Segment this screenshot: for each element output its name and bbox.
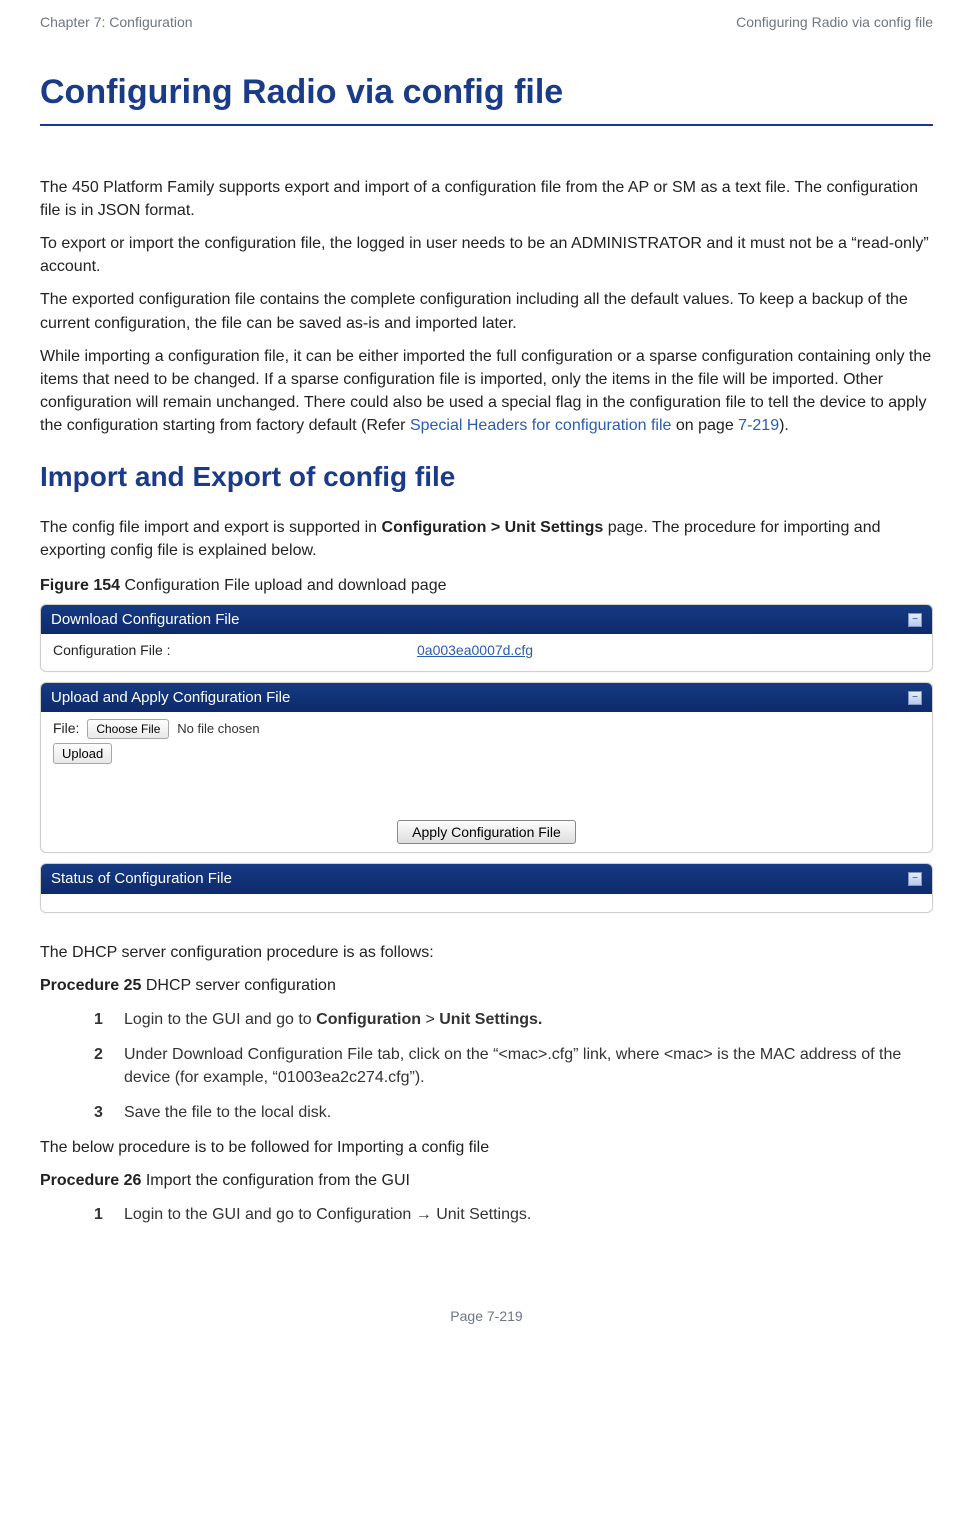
collapse-icon[interactable]: − [908,613,922,627]
figure-label-bold: Figure 154 [40,577,120,594]
step-text: Login to the GUI and go to Configuration… [124,1008,933,1031]
procedure25-steps: 1 Login to the GUI and go to Configurati… [94,1008,933,1125]
collapse-icon[interactable]: − [908,691,922,705]
step-text: Save the file to the local disk. [124,1101,933,1124]
status-config-panel: Status of Configuration File − [40,863,933,913]
upload-button[interactable]: Upload [53,743,112,764]
status-config-body [41,894,932,912]
section-import-export-title: Import and Export of config file [40,457,933,498]
status-config-title: Status of Configuration File [51,868,232,890]
step-text: Under Download Configuration File tab, c… [124,1043,933,1089]
procedure25-step2: 2 Under Download Configuration File tab,… [94,1043,933,1089]
file-label: File: [53,718,79,738]
procedure25-label: Procedure 25 DHCP server configuration [40,974,933,997]
header-left: Chapter 7: Configuration [40,12,193,32]
step-number: 2 [94,1043,124,1089]
page-ref-link[interactable]: 7-219 [738,417,779,434]
step1-b1: Configuration [316,1011,421,1028]
intro-p1: The 450 Platform Family supports export … [40,176,933,222]
page-header: Chapter 7: Configuration Configuring Rad… [40,12,933,32]
intro-p4: While importing a configuration file, it… [40,345,933,438]
section2-intro: The config file import and export is sup… [40,516,933,562]
choose-file-button[interactable]: Choose File [87,719,169,739]
special-headers-link[interactable]: Special Headers for configuration file [410,417,671,434]
header-right: Configuring Radio via config file [736,12,933,32]
procedure25-rest: DHCP server configuration [141,977,335,994]
upload-config-body: File: Choose File No file chosen Upload … [41,712,932,852]
procedure25-step1: 1 Login to the GUI and go to Configurati… [94,1008,933,1031]
procedure25-bold: Procedure 25 [40,977,141,994]
step1-mid: > [421,1011,439,1028]
upload-config-panel: Upload and Apply Configuration File − Fi… [40,682,933,854]
no-file-chosen-text: No file chosen [177,721,259,736]
procedure26-step1: 1 Login to the GUI and go to Configurati… [94,1203,933,1226]
figure-caption: Figure 154 Configuration File upload and… [40,574,933,597]
procedure26-rest: Import the configuration from the GUI [141,1172,410,1189]
upload-config-title: Upload and Apply Configuration File [51,687,290,709]
download-config-row: Configuration File : 0a003ea0007d.cfg [53,640,920,660]
config-file-label: Configuration File : [53,640,413,660]
file-chooser-row: File: Choose File No file chosen [53,718,920,739]
intro-p2: To export or import the configuration fi… [40,232,933,278]
import-intro: The below procedure is to be followed fo… [40,1136,933,1159]
collapse-icon[interactable]: − [908,872,922,886]
procedure26-steps: 1 Login to the GUI and go to Configurati… [94,1203,933,1226]
intro-p4-mid: on page [671,417,738,434]
upload-config-titlebar: Upload and Apply Configuration File − [41,683,932,713]
download-config-body: Configuration File : 0a003ea0007d.cfg [41,634,932,670]
section2-intro-pre: The config file import and export is sup… [40,519,382,536]
intro-p4-post: ). [779,417,789,434]
figure-label-rest: Configuration File upload and download p… [120,577,446,594]
procedure26-bold: Procedure 26 [40,1172,141,1189]
section2-intro-bold: Configuration > Unit Settings [382,519,604,536]
dhcp-intro: The DHCP server configuration procedure … [40,941,933,964]
step-number: 3 [94,1101,124,1124]
download-config-titlebar: Download Configuration File − [41,605,932,635]
step1-pre: Login to the GUI and go to [124,1011,316,1028]
download-config-title: Download Configuration File [51,609,239,631]
step-text: Login to the GUI and go to Configuration… [124,1203,933,1226]
status-config-titlebar: Status of Configuration File − [41,864,932,894]
step1-b2: Unit Settings. [439,1011,542,1028]
page-title: Configuring Radio via config file [40,68,933,125]
intro-p3: The exported configuration file contains… [40,288,933,334]
step-number: 1 [94,1008,124,1031]
procedure25-step3: 3 Save the file to the local disk. [94,1101,933,1124]
procedure26-label: Procedure 26 Import the configuration fr… [40,1169,933,1192]
apply-config-button[interactable]: Apply Configuration File [397,820,576,844]
download-config-panel: Download Configuration File − Configurat… [40,604,933,672]
page-footer: Page 7-219 [40,1306,933,1326]
step-number: 1 [94,1203,124,1226]
config-file-link[interactable]: 0a003ea0007d.cfg [417,640,533,660]
apply-button-row: Apply Configuration File [41,820,932,844]
